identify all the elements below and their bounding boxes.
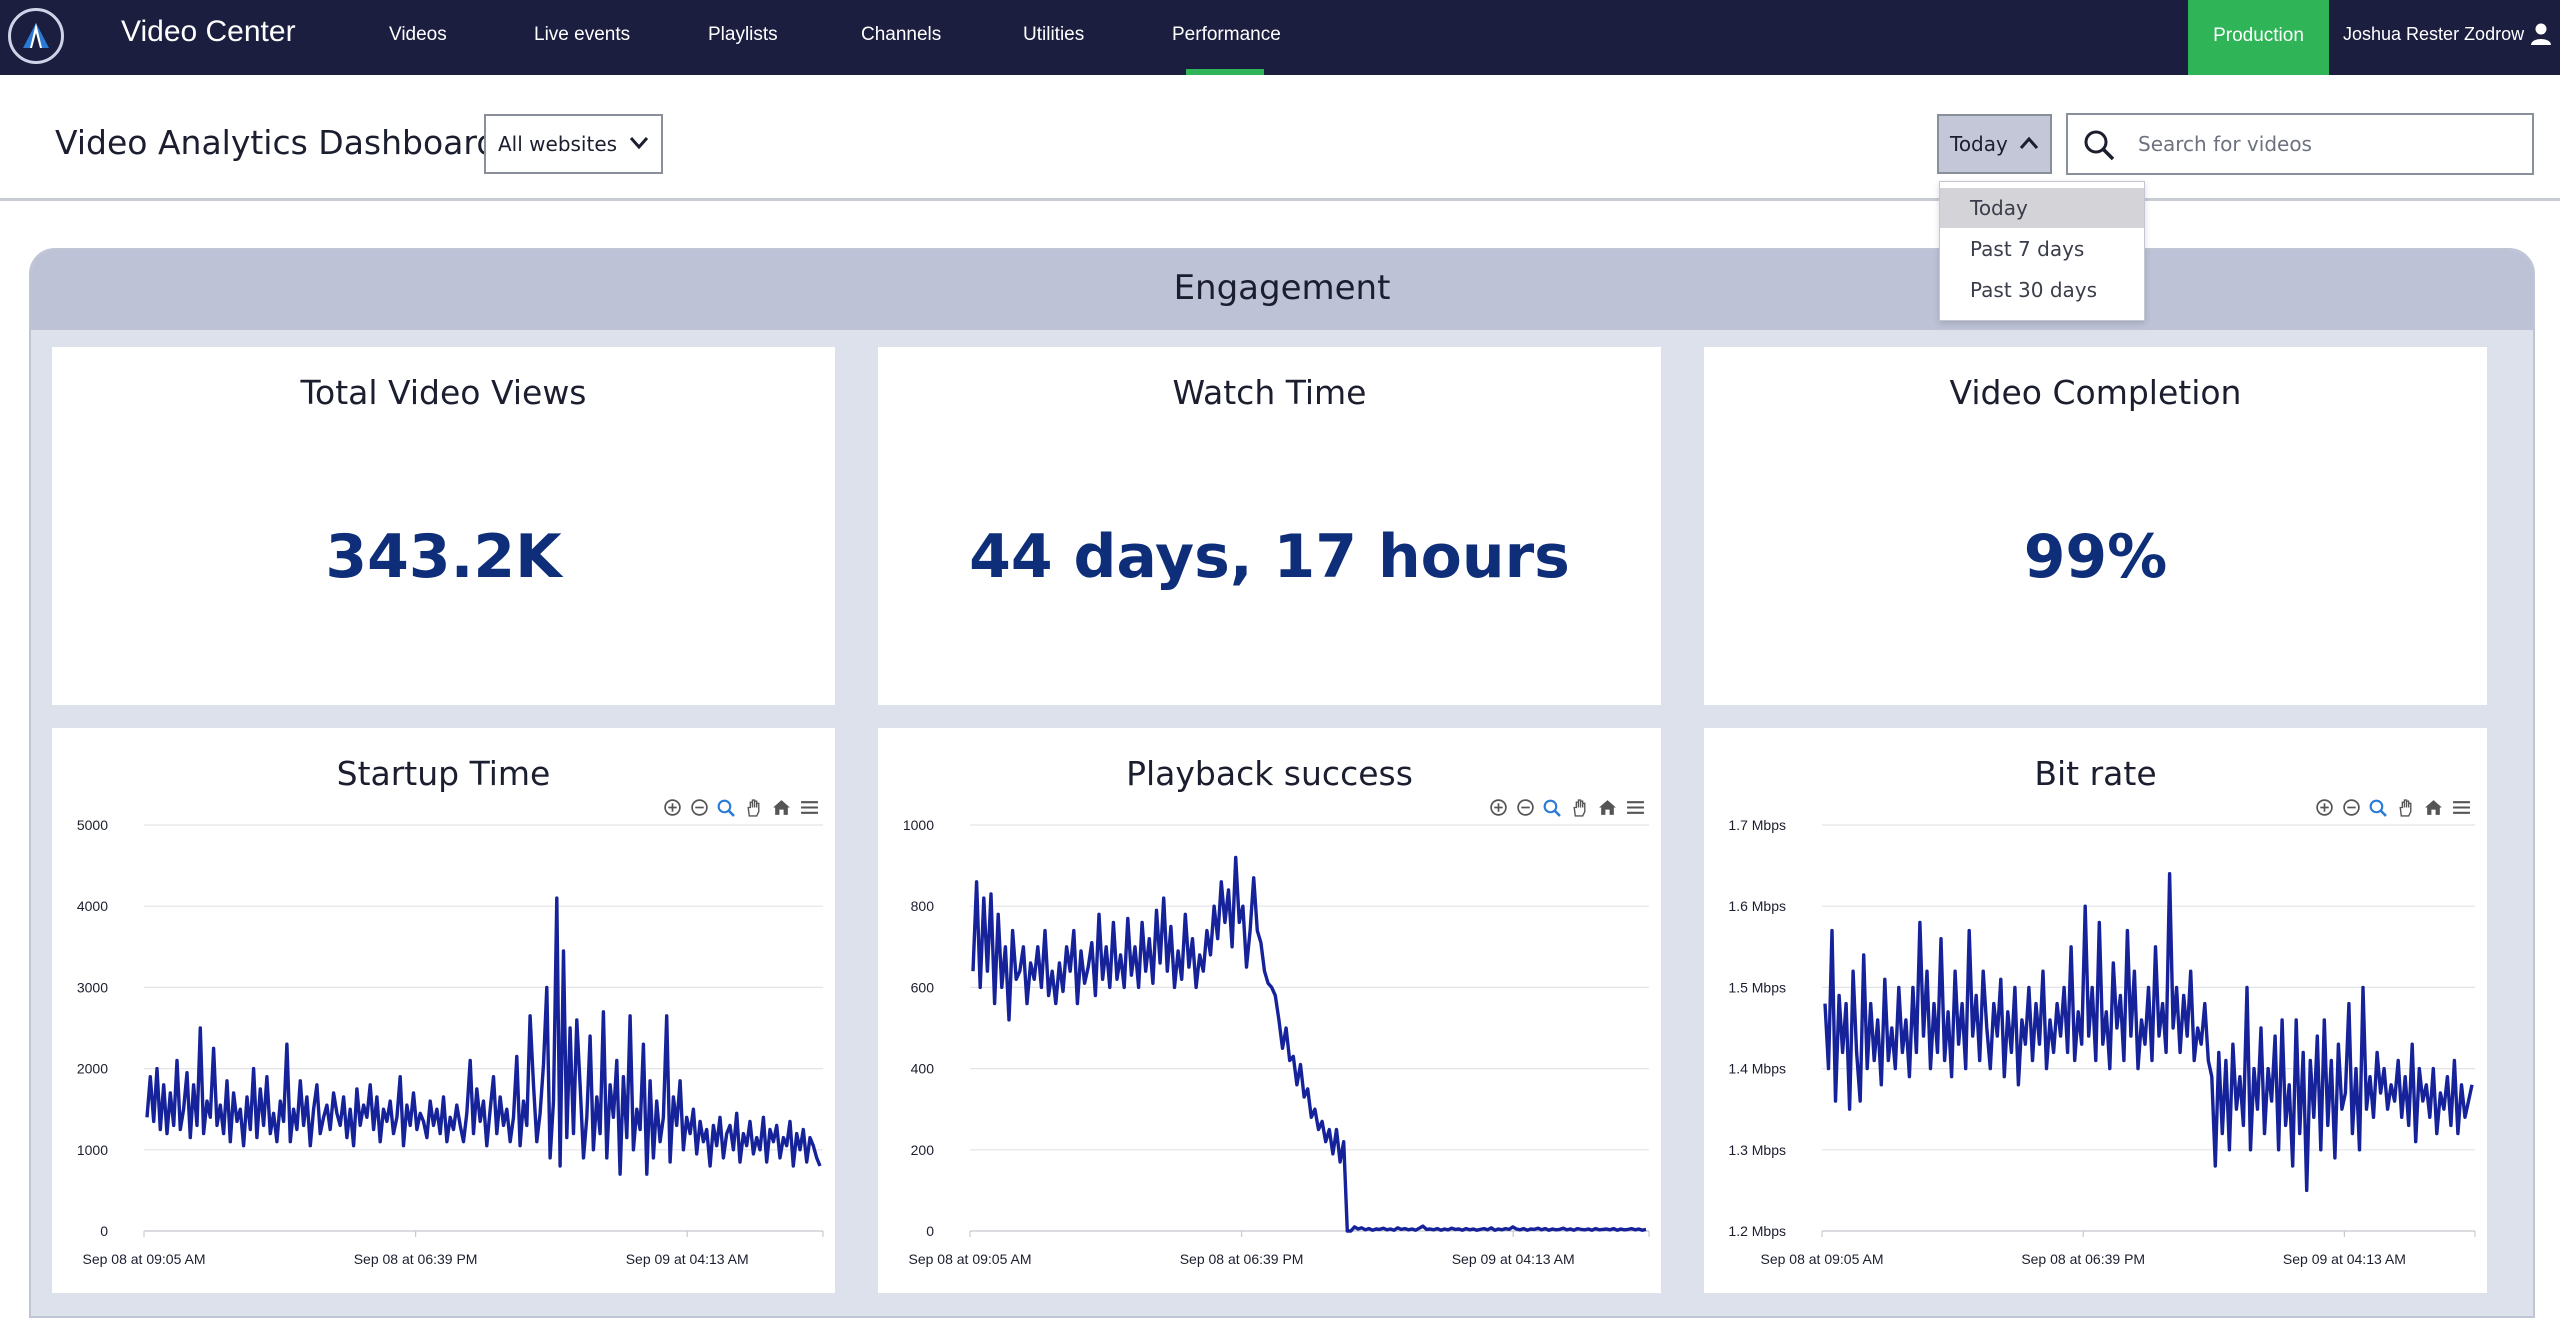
zoom-out-icon[interactable] — [2342, 798, 2361, 817]
menu-icon[interactable] — [800, 798, 819, 817]
y-tick-label: 1.4 Mbps — [1728, 1061, 1786, 1077]
zoom-out-icon[interactable] — [690, 798, 709, 817]
y-tick-label: 0 — [926, 1223, 934, 1239]
x-tick-label: Sep 09 at 04:13 AM — [626, 1251, 749, 1267]
nav-performance[interactable]: Performance — [1172, 24, 1281, 45]
x-tick-label: Sep 08 at 09:05 AM — [1761, 1251, 1884, 1267]
website-select-value: All websites — [498, 132, 618, 156]
x-tick-label: Sep 09 at 04:13 AM — [2283, 1251, 2406, 1267]
kpi-value: 44 days, 17 hours — [969, 522, 1570, 592]
page-title: Video Analytics Dashboard — [55, 123, 498, 162]
chart-card-startup-time: Startup Time 5000 4000 3000 2000 1000 0 Sep 08… — [52, 728, 835, 1293]
chart-title: Bit rate — [2034, 754, 2157, 793]
zoom-in-icon[interactable] — [663, 798, 682, 817]
x-tick-label: Sep 08 at 09:05 AM — [909, 1251, 1032, 1267]
playback-success-chart[interactable]: 1000 800 600 400 200 0 Sep 08 at 09:05 AM Sep 0… — [878, 728, 1661, 1293]
pan-hand-icon[interactable] — [2396, 798, 2415, 817]
x-tick-label: Sep 09 at 04:13 AM — [1452, 1251, 1575, 1267]
kpi-title: Watch Time — [1172, 373, 1367, 412]
user-name[interactable]: Joshua Rester Zodrow — [2343, 24, 2525, 44]
chart-title: Playback success — [1126, 754, 1413, 793]
y-tick-label: 5000 — [77, 817, 108, 833]
engagement-title: Engagement — [1173, 268, 1391, 308]
date-range-value: Today — [1950, 132, 2008, 156]
y-tick-label: 2000 — [77, 1061, 108, 1077]
kpi-value: 343.2K — [325, 522, 562, 592]
menu-icon[interactable] — [2452, 798, 2471, 817]
range-option-30-days[interactable]: Past 30 days — [1970, 278, 2098, 302]
chevron-up-icon — [2019, 136, 2039, 149]
video-search[interactable] — [2066, 113, 2534, 175]
x-tick-label: Sep 08 at 06:39 PM — [2021, 1251, 2145, 1267]
bit-rate-chart[interactable]: 1.7 Mbps 1.6 Mbps 1.5 Mbps 1.4 Mbps 1.3 Mbps… — [1704, 728, 2487, 1293]
user-icon[interactable] — [2530, 22, 2552, 46]
search-input[interactable] — [2138, 129, 2518, 159]
website-select[interactable]: All websites — [484, 114, 663, 174]
home-reset-icon[interactable] — [2424, 798, 2443, 817]
y-tick-label: 1000 — [903, 817, 934, 833]
selection-zoom-icon[interactable] — [2368, 798, 2387, 817]
range-option-7-days[interactable]: Past 7 days — [1970, 237, 2085, 261]
zoom-in-icon[interactable] — [2315, 798, 2334, 817]
engagement-header: Engagement — [31, 250, 2533, 330]
zoom-out-icon[interactable] — [1516, 798, 1535, 817]
y-tick-label: 600 — [911, 979, 935, 995]
kpi-value: 99% — [2023, 522, 2168, 592]
nav-channels[interactable]: Channels — [861, 24, 942, 45]
y-tick-label: 3000 — [77, 979, 108, 995]
chart-card-bit-rate: Bit rate 1.7 Mbps 1.6 Mbps 1.5 Mbps 1.4 Mbp… — [1704, 728, 2487, 1293]
brand-title[interactable]: Video Center — [121, 15, 296, 48]
home-reset-icon[interactable] — [772, 798, 791, 817]
y-tick-label: 1.3 Mbps — [1728, 1142, 1786, 1158]
selection-zoom-icon[interactable] — [716, 798, 735, 817]
date-range-select[interactable]: Today — [1937, 114, 2052, 174]
app-logo-icon[interactable] — [8, 8, 64, 64]
nav-videos[interactable]: Videos — [389, 24, 447, 45]
top-navbar: Video Center Videos Live events Playlist… — [0, 0, 2560, 75]
y-tick-label: 400 — [911, 1061, 935, 1077]
y-tick-label: 0 — [100, 1223, 108, 1239]
x-tick-label: Sep 08 at 09:05 AM — [83, 1251, 206, 1267]
x-tick-label: Sep 08 at 06:39 PM — [354, 1251, 478, 1267]
y-tick-label: 1.7 Mbps — [1728, 817, 1786, 833]
y-tick-label: 1.2 Mbps — [1728, 1223, 1786, 1239]
pan-hand-icon[interactable] — [744, 798, 763, 817]
y-tick-label: 1.5 Mbps — [1728, 979, 1786, 995]
environment-button[interactable]: Production — [2188, 0, 2329, 75]
zoom-in-icon[interactable] — [1489, 798, 1508, 817]
series-line[interactable] — [1823, 871, 2474, 1193]
series-line[interactable] — [145, 896, 822, 1176]
y-tick-label: 1000 — [77, 1142, 108, 1158]
y-tick-label: 1.6 Mbps — [1728, 898, 1786, 914]
selection-zoom-icon[interactable] — [1542, 798, 1561, 817]
startup-time-chart[interactable]: 5000 4000 3000 2000 1000 0 Sep 08 at 09:05 AM S… — [52, 728, 835, 1293]
x-tick-label: Sep 08 at 06:39 PM — [1180, 1251, 1304, 1267]
nav-playlists[interactable]: Playlists — [708, 24, 778, 45]
header-divider — [0, 198, 2560, 201]
kpi-title: Video Completion — [1949, 373, 2242, 412]
chart-card-playback-success: Playback success 1000 800 600 400 200 0 Sep 08… — [878, 728, 1661, 1293]
range-option-today[interactable]: Today — [1940, 188, 2144, 228]
menu-icon[interactable] — [1626, 798, 1645, 817]
y-tick-label: 200 — [911, 1142, 935, 1158]
kpi-card-completion: Video Completion 99% — [1704, 347, 2487, 705]
y-tick-label: 800 — [911, 898, 935, 914]
home-reset-icon[interactable] — [1598, 798, 1617, 817]
nav-active-indicator — [1186, 69, 1264, 75]
pan-hand-icon[interactable] — [1570, 798, 1589, 817]
nav-live-events[interactable]: Live events — [534, 24, 631, 45]
nav-utilities[interactable]: Utilities — [1023, 24, 1085, 45]
search-icon[interactable] — [2082, 128, 2116, 162]
y-tick-label: 4000 — [77, 898, 108, 914]
kpi-card-total-views: Total Video Views 343.2K — [52, 347, 835, 705]
chevron-down-icon — [629, 137, 649, 150]
date-range-dropdown: Today Past 7 days Past 30 days — [1939, 181, 2145, 321]
kpi-title: Total Video Views — [300, 373, 587, 412]
series-line[interactable] — [971, 855, 1647, 1233]
chart-title: Startup Time — [336, 754, 551, 793]
kpi-card-watch-time: Watch Time 44 days, 17 hours — [878, 347, 1661, 705]
